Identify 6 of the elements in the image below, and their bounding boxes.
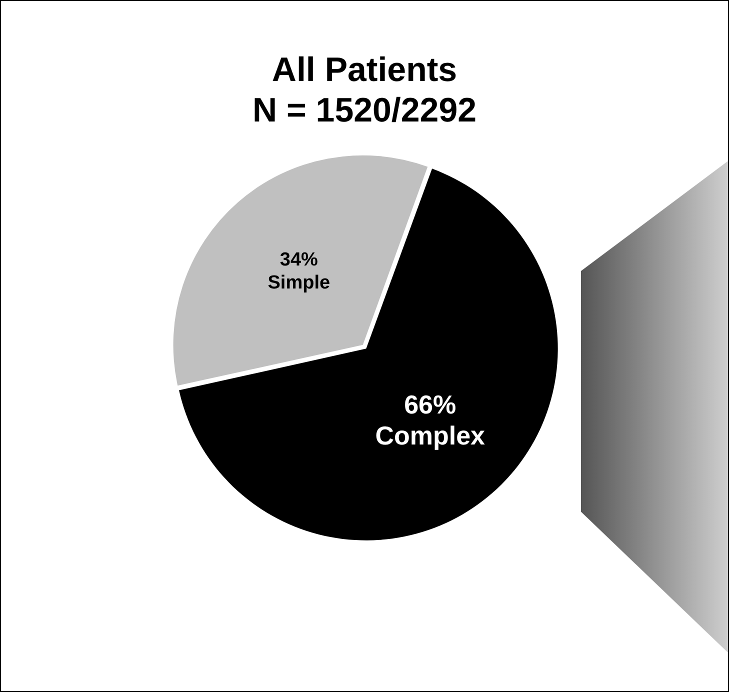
chart-subtitle: N = 1520/2292 xyxy=(252,92,477,130)
chart-title: All Patients xyxy=(272,50,458,89)
slice-label: Simple xyxy=(268,272,330,294)
slice-label: Complex xyxy=(375,420,486,451)
data-label: 66% xyxy=(404,389,456,420)
data-label: 34% xyxy=(280,250,318,271)
